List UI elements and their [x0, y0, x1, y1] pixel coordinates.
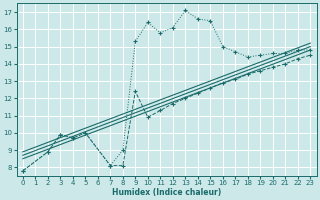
- X-axis label: Humidex (Indice chaleur): Humidex (Indice chaleur): [112, 188, 221, 197]
